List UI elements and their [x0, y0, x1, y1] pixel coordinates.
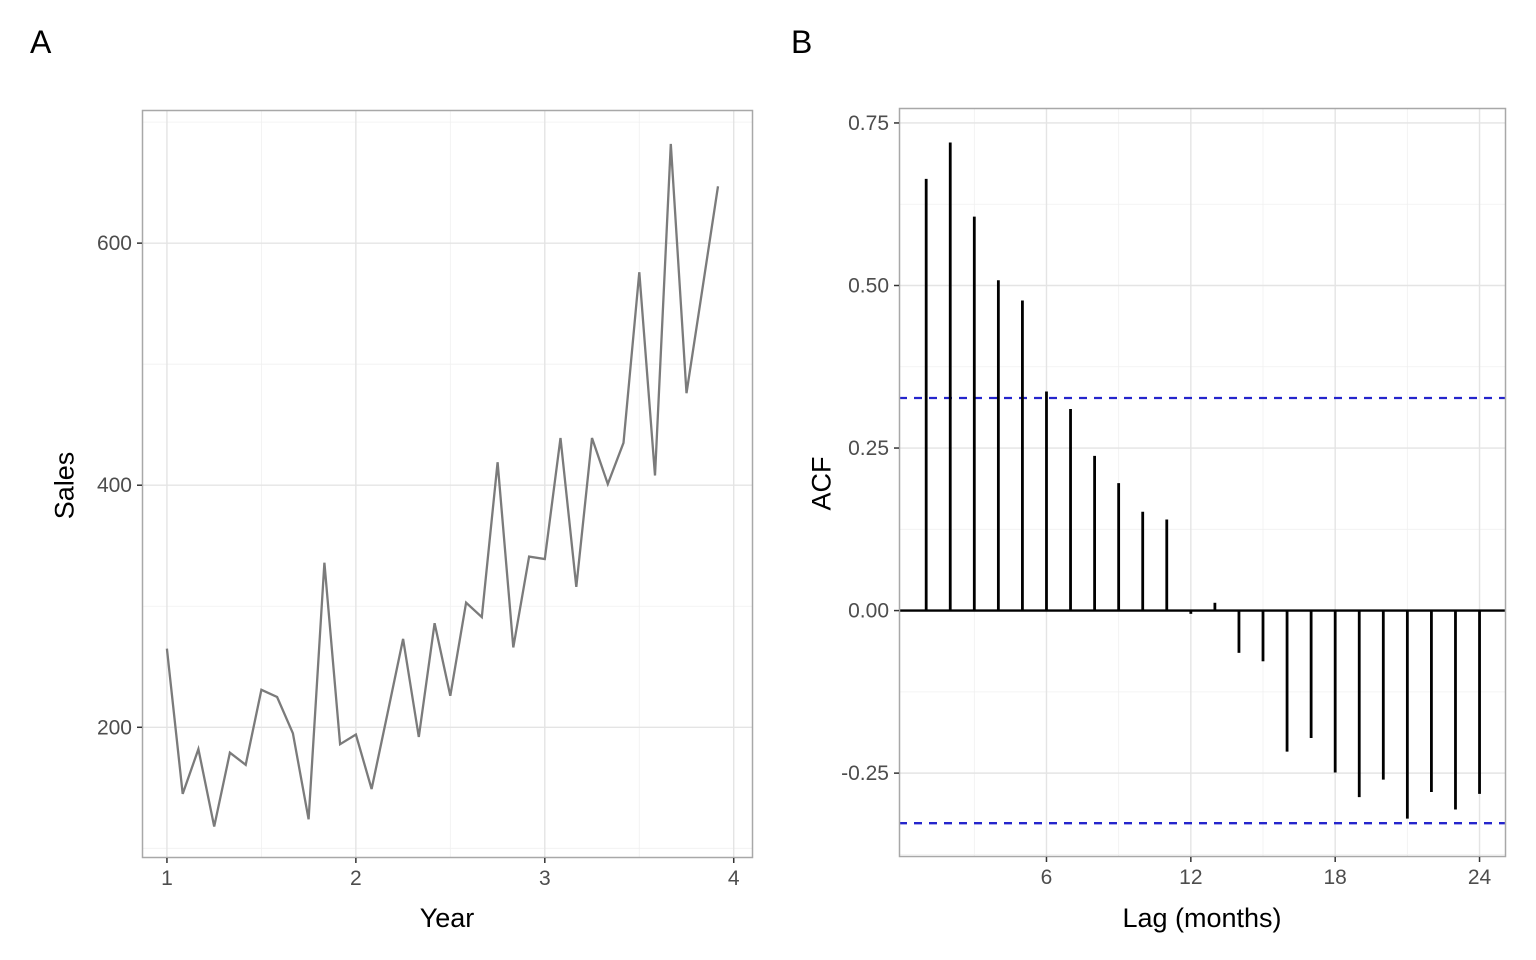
x-axis-title-lag: Lag (months) — [1122, 903, 1282, 933]
x-axis-title-year: Year — [419, 903, 475, 933]
major-gridlines — [899, 108, 1506, 857]
y-tick-label: 0.25 — [848, 437, 889, 460]
x-tick-label: 12 — [1179, 866, 1202, 889]
y-tick-label: 400 — [97, 474, 132, 497]
sales-line — [165, 143, 720, 827]
panel-a-label: A — [30, 24, 52, 60]
panel-b-label: B — [791, 24, 813, 60]
panel-border — [898, 107, 1507, 858]
y-tick-label: 0.50 — [848, 274, 889, 297]
x-tick-label: 24 — [1468, 866, 1492, 889]
y-axis-title-acf: ACF — [806, 456, 837, 511]
axis-ticks-and-labels: 6 12 18 24 0.75 0.50 0.25 0.00 -0.25 — [841, 112, 1491, 889]
x-tick-label: 18 — [1324, 866, 1347, 889]
acf-bar-chart: 6 12 18 24 0.75 0.50 0.25 0.00 -0.25 — [841, 107, 1507, 889]
y-tick-label: 600 — [97, 232, 132, 255]
panel-border — [141, 109, 754, 859]
x-tick-label: 3 — [539, 867, 551, 890]
sales-line-chart: 1 2 3 4 200 400 600 — [97, 109, 754, 890]
x-tick-label: 4 — [728, 867, 740, 890]
x-tick-label: 2 — [350, 867, 362, 890]
y-tick-label: -0.25 — [841, 762, 889, 785]
acf-bars — [924, 142, 1481, 819]
axis-ticks-and-labels: 1 2 3 4 200 400 600 — [97, 232, 740, 890]
panel-background — [142, 110, 753, 858]
y-tick-label: 0.00 — [848, 600, 889, 623]
y-tick-label: 200 — [97, 716, 132, 739]
major-gridlines — [142, 110, 753, 858]
x-tick-label: 6 — [1041, 866, 1053, 889]
minor-gridlines — [142, 110, 753, 858]
y-axis-title-sales: Sales — [49, 451, 80, 520]
y-tick-label: 0.75 — [848, 112, 889, 135]
panel-background — [899, 108, 1506, 857]
x-tick-label: 1 — [161, 867, 173, 890]
